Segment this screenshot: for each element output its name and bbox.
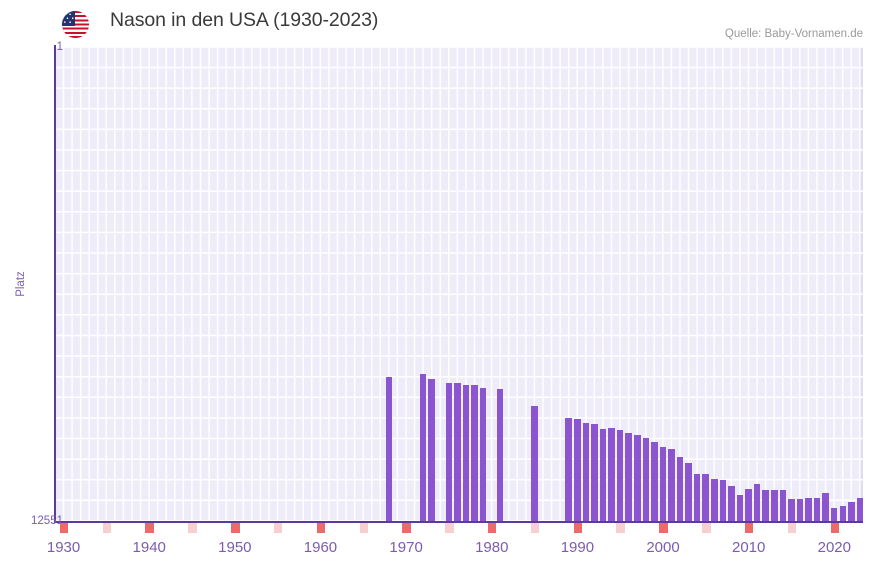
x-axis-tick [359,523,369,533]
bar [668,449,675,521]
x-axis-tick-label: 1930 [46,539,81,556]
y-axis-title: Platz [14,270,27,297]
bar [454,383,461,521]
x-axis-tick [659,523,668,533]
bar [779,490,787,521]
x-axis-tick [787,523,797,533]
x-axis-tick [830,523,840,533]
bar [813,498,821,521]
bar [659,447,667,521]
x-axis-tick-label: 2010 [731,539,766,556]
bar [428,379,435,521]
bar [479,388,487,521]
bar [591,424,598,521]
bar [728,486,735,521]
source-attribution: Quelle: Baby-Vornamen.de [724,28,863,40]
x-axis-tick-label: 1970 [389,539,423,556]
x-axis-tick-label: 2000 [646,539,680,556]
x-axis-tick [102,523,112,533]
bar [839,506,847,521]
bar [830,508,838,521]
x-axis-tick [445,523,454,533]
x-axis-tick [59,523,69,533]
bar [693,474,701,521]
bar [565,418,572,521]
x-axis-tick-label: 1960 [303,539,338,556]
bar [496,389,504,521]
bar [702,474,710,521]
x-axis-tick [145,523,154,533]
bar [796,499,804,521]
x-axis-tick [530,523,540,533]
bar [531,406,538,521]
x-axis-line [54,521,863,523]
bar [848,502,855,521]
bar [822,493,829,521]
bar [582,423,590,521]
x-axis-tick-label: 1950 [218,539,252,556]
x-axis-tick [616,523,625,533]
bar [676,457,684,521]
x-axis-tick-label: 1990 [560,539,595,556]
bar [471,385,478,521]
x-axis-tick [402,523,411,533]
bar [753,484,761,521]
x-axis-tick [744,523,754,533]
bar [616,430,624,521]
x-axis-tick [316,523,326,533]
us-flag-icon [62,11,89,38]
x-axis-tick [188,523,197,533]
x-axis-tick [487,523,497,533]
bar [642,438,650,521]
bar [711,479,718,521]
bar [685,463,692,521]
bar [462,385,470,521]
bar [445,383,453,521]
page-title: Nason in den USA (1930-2023) [110,9,379,31]
y-axis-line [54,45,56,523]
bar [745,489,752,521]
x-axis-tick [573,523,583,533]
bar [385,377,393,521]
bar [856,498,864,521]
x-axis-tick [702,523,711,533]
bar [651,442,658,521]
x-axis-tick [273,523,283,533]
bar [770,490,778,521]
y-axis-tick-top: 1 [56,41,63,53]
bar [419,374,427,521]
chart-header: Nason in den USA (1930-2023) Quelle: Bab… [0,0,873,47]
bar [788,499,795,521]
x-axis-tick-label: 1940 [132,539,166,556]
chart-plot-area [55,47,864,521]
bar [625,433,632,521]
y-axis-tick-bottom: 12551 [31,515,63,527]
bar [608,428,615,521]
x-axis-tick-label: 1980 [475,539,509,556]
x-axis-tick [231,523,240,533]
bar [599,429,607,521]
bar [805,498,812,521]
bar [762,490,769,521]
bar [633,435,641,521]
x-axis-tick-label: 2020 [817,539,851,556]
bar [719,480,727,521]
bar [574,419,581,521]
bar [736,495,744,521]
